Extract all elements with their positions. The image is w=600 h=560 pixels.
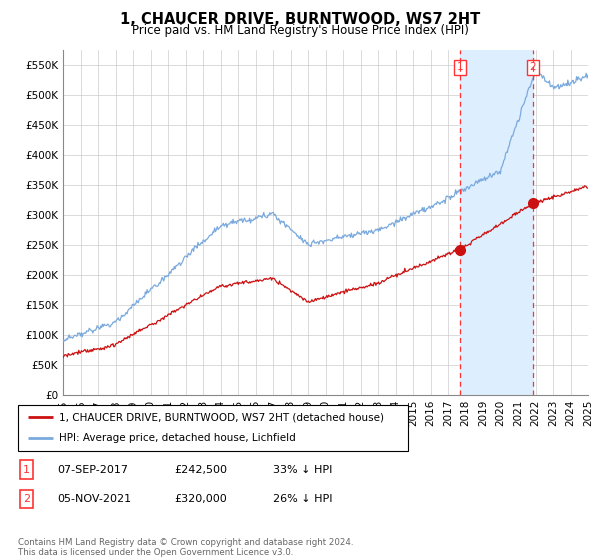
Text: £242,500: £242,500 [174,465,227,475]
Text: 2: 2 [23,494,30,504]
Text: £320,000: £320,000 [174,494,227,504]
Text: 07-SEP-2017: 07-SEP-2017 [57,465,128,475]
Text: 2: 2 [529,63,536,72]
Bar [20,489,33,508]
Bar [20,460,33,479]
Bar [460,50,533,395]
Text: 05-NOV-2021: 05-NOV-2021 [57,494,131,504]
Text: Price paid vs. HM Land Registry's House Price Index (HPI): Price paid vs. HM Land Registry's House … [131,24,469,37]
Text: 1, CHAUCER DRIVE, BURNTWOOD, WS7 2HT (detached house): 1, CHAUCER DRIVE, BURNTWOOD, WS7 2HT (de… [59,412,384,422]
Text: Contains HM Land Registry data © Crown copyright and database right 2024.
This d: Contains HM Land Registry data © Crown c… [18,538,353,557]
Text: 26% ↓ HPI: 26% ↓ HPI [273,494,332,504]
Text: 33% ↓ HPI: 33% ↓ HPI [273,465,332,475]
Text: 1: 1 [457,63,463,72]
Text: HPI: Average price, detached house, Lichfield: HPI: Average price, detached house, Lich… [59,433,296,444]
Text: 1, CHAUCER DRIVE, BURNTWOOD, WS7 2HT: 1, CHAUCER DRIVE, BURNTWOOD, WS7 2HT [120,12,480,27]
Text: 1: 1 [23,465,30,475]
